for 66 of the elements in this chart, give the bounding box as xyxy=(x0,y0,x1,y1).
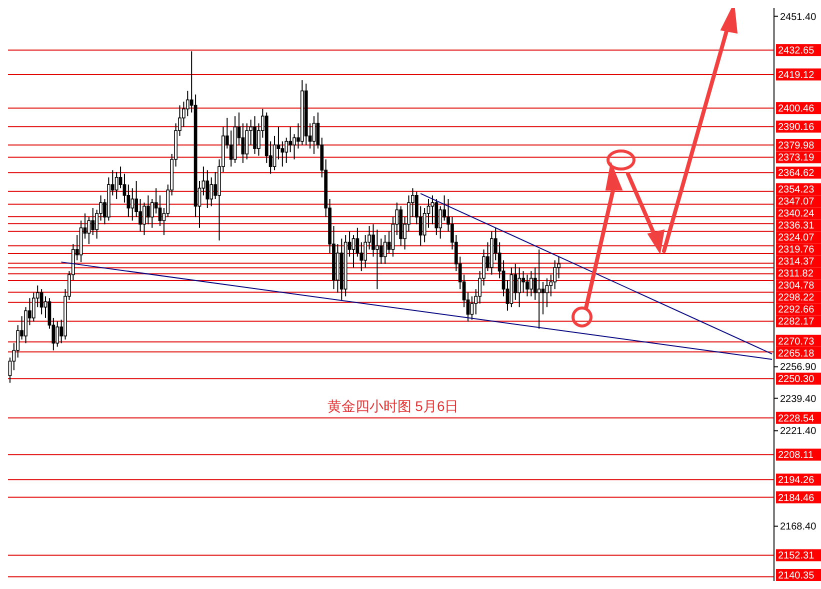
candlestick xyxy=(529,270,533,297)
candlestick xyxy=(87,216,91,245)
ref-line-label: 2184.46 xyxy=(778,492,815,504)
ref-line-label: 2228.54 xyxy=(778,413,815,424)
candlestick xyxy=(288,126,292,153)
candlestick xyxy=(352,234,356,268)
candlestick xyxy=(522,270,525,294)
ref-line-label: 2432.65 xyxy=(778,46,815,57)
candlestick xyxy=(206,170,210,209)
candlestick xyxy=(253,116,256,154)
candlestick xyxy=(284,137,288,164)
candlestick xyxy=(375,229,379,290)
ref-line-label: 2311.82 xyxy=(778,268,814,280)
ref-line-label: 2364.62 xyxy=(778,168,815,180)
y-tick-label: 2239.40 xyxy=(780,394,817,405)
ref-line-label: 2140.35 xyxy=(778,570,815,582)
ref-line-label: 2298.22 xyxy=(778,292,815,304)
candlestick xyxy=(379,238,383,264)
ref-line-label: 2208.11 xyxy=(778,450,814,462)
candlestick xyxy=(245,122,249,160)
ref-line-label: 2419.12 xyxy=(778,70,815,81)
y-tick-label: 2221.40 xyxy=(780,426,817,438)
ref-line-label: 2379.98 xyxy=(778,140,815,152)
ref-line-label: 2373.19 xyxy=(778,152,815,164)
candlestick xyxy=(210,176,214,207)
ref-line-label: 2282.17 xyxy=(778,316,815,328)
ref-line-label: 2324.07 xyxy=(778,232,815,244)
ref-line-label: 2314.37 xyxy=(778,256,815,268)
ref-line-label: 2250.30 xyxy=(778,374,815,386)
ref-line-label: 2292.66 xyxy=(778,304,815,316)
ref-line-label: 2400.46 xyxy=(778,104,815,115)
candlestick xyxy=(541,281,545,315)
candlestick xyxy=(470,296,474,320)
ref-line-label: 2319.76 xyxy=(778,244,815,256)
candlestick xyxy=(146,194,150,225)
ref-line-label: 2354.23 xyxy=(778,184,815,196)
candlestick xyxy=(422,208,426,243)
candlestick xyxy=(518,266,522,308)
candlestick xyxy=(229,130,233,168)
candlestick xyxy=(438,206,442,240)
y-tick-label: 2168.40 xyxy=(780,522,817,533)
candlestick xyxy=(364,234,368,268)
candlestick xyxy=(356,227,360,258)
ref-line-label: 2390.16 xyxy=(778,122,815,134)
candlestick xyxy=(545,278,549,308)
candlestick xyxy=(430,194,434,225)
ref-line-label: 2340.24 xyxy=(778,208,815,220)
candlestick xyxy=(537,248,541,330)
annotation: 黄金四小时图 5月6日 xyxy=(327,398,459,414)
candlestick xyxy=(130,188,134,222)
candlestick xyxy=(514,263,518,300)
ref-line-label: 2265.18 xyxy=(778,348,815,360)
candlestick xyxy=(91,208,95,236)
candlestick xyxy=(158,194,162,227)
ref-line-label: 2270.73 xyxy=(778,336,815,348)
y-tick-label: 2451.40 xyxy=(780,12,817,23)
candlestick xyxy=(526,274,529,297)
ref-line-label: 2336.31 xyxy=(778,220,815,232)
ref-line-label: 2304.78 xyxy=(778,280,815,292)
ref-line-label: 2194.26 xyxy=(778,475,815,486)
ref-line-label: 2347.07 xyxy=(778,196,815,208)
candlestick xyxy=(272,135,276,171)
y-tick-label: 2256.90 xyxy=(780,362,817,374)
candlestick xyxy=(56,321,60,348)
ref-line-label: 2152.31 xyxy=(778,550,815,562)
candlestick xyxy=(383,234,387,264)
